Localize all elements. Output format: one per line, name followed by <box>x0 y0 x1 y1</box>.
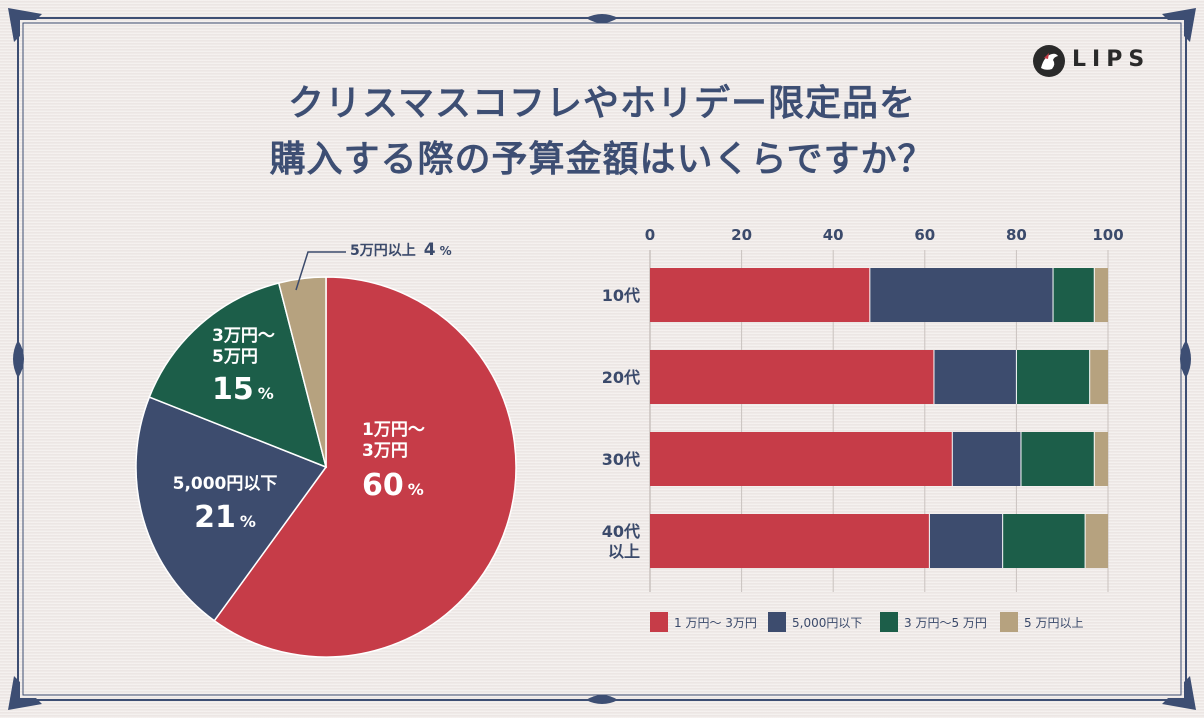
legend-swatch <box>768 612 786 632</box>
category-label: 20代 <box>602 368 640 387</box>
legend-swatch <box>880 612 898 632</box>
bar-segment-2-2 <box>1020 432 1095 486</box>
frame-ornaments <box>8 8 1196 710</box>
bar-segment-1-3 <box>1089 350 1108 404</box>
corner-ornament-bl <box>8 676 42 710</box>
pie-slice-3 <box>277 276 327 468</box>
bar-segment-3-0 <box>650 514 930 568</box>
bar-segment-0-1 <box>869 268 1054 322</box>
pie-label-unit: % <box>439 244 452 258</box>
bar-segment-3-3 <box>1085 514 1108 568</box>
pie-label-1man-3man: 1万円〜 3万円 60% <box>362 420 425 504</box>
bar-segment-0-0 <box>650 268 870 322</box>
pie-callout-5man-ijo: 5万円以上 4% <box>350 240 452 260</box>
pie-label-name-line: 3万円〜 <box>212 326 275 346</box>
bar-segment-1-1 <box>933 350 1017 404</box>
bar-segment-2-3 <box>1094 432 1108 486</box>
pie-label-name-line: 5,000円以下 <box>172 474 278 494</box>
corner-ornament-br <box>1162 676 1196 710</box>
logo-bird-shape <box>1041 53 1058 70</box>
bar-segment-1-2 <box>1016 350 1090 404</box>
pie-label-name-line: 3万円 <box>362 441 408 462</box>
pie-slice-1 <box>135 396 328 622</box>
x-tick-label: 100 <box>1092 226 1123 244</box>
top-ornament <box>586 14 618 23</box>
bottom-ornament <box>586 695 618 704</box>
bar-segment-3-1 <box>929 514 1003 568</box>
pie-label-unit: % <box>407 479 424 499</box>
bar-segment-2-1 <box>952 432 1021 486</box>
callout-line <box>295 251 346 291</box>
x-tick-label: 40 <box>823 226 844 244</box>
lips-logo: LIPS <box>1032 42 1162 82</box>
bar-segment-1-0 <box>650 350 934 404</box>
category-label: 30代 <box>602 450 640 469</box>
title-line-2: 購入する際の予算金額はいくらですか？ <box>269 139 935 180</box>
legend-swatch <box>1000 612 1018 632</box>
legend-label: 5 万円以上 <box>1024 616 1083 630</box>
logo-mark-icon <box>1033 45 1065 77</box>
bar-segment-2-0 <box>650 432 953 486</box>
bar-segment-0-2 <box>1053 268 1095 322</box>
pie-label-5000-ika: 5,000円以下 21% <box>160 474 290 537</box>
pie-label-name-line: 5万円以上 <box>350 243 416 259</box>
legend-swatch <box>650 612 668 632</box>
logo-text: LIPS <box>1072 47 1151 72</box>
pie-slice-2 <box>148 282 328 469</box>
pie-label-pct: 15 <box>212 371 254 407</box>
left-ornament <box>13 340 24 378</box>
pie-label-unit: % <box>239 512 256 532</box>
corner-ornament-tr <box>1162 8 1196 42</box>
pie-label-name-line: 1万円〜 <box>362 420 425 440</box>
pie-label-unit: % <box>257 383 274 403</box>
logo-accent <box>1044 53 1049 59</box>
x-tick-label: 80 <box>1006 226 1027 244</box>
category-label: 10代 <box>602 286 640 305</box>
legend-label: 5,000円以下 <box>792 616 862 630</box>
corner-ornament-tl <box>8 8 42 42</box>
legend-label: 3 万円〜5 万円 <box>904 616 987 630</box>
category-label: 以上 <box>608 542 640 561</box>
x-tick-label: 20 <box>731 226 752 244</box>
pie-slice-0 <box>213 276 517 658</box>
pie-label-pct: 4 <box>423 240 436 260</box>
pie-label-name-line: 5万円 <box>212 347 258 368</box>
title-line-1: クリスマスコフレやホリデー限定品を <box>288 83 916 124</box>
pie-label-3man-5man: 3万円〜 5万円 15% <box>212 326 275 408</box>
pie-label-pct: 60 <box>362 467 404 503</box>
x-tick-label: 0 <box>645 226 655 244</box>
bar-segment-0-3 <box>1094 268 1108 322</box>
right-ornament <box>1180 340 1191 378</box>
pie-label-pct: 21 <box>194 500 236 536</box>
legend-label: 1 万円〜 3万円 <box>674 616 757 630</box>
category-label: 40代 <box>602 522 640 541</box>
x-tick-label: 60 <box>914 226 935 244</box>
bar-segment-3-2 <box>1002 514 1086 568</box>
